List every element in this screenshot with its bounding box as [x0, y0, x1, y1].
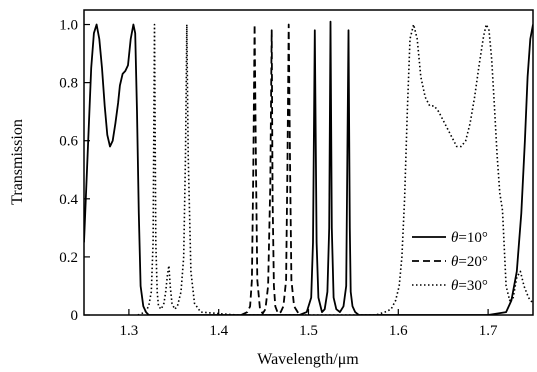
y-tick-label: 0.8 — [59, 76, 78, 92]
x-tick-label: 1.6 — [389, 323, 408, 339]
x-tick-label: 1.3 — [120, 323, 139, 339]
y-tick-label: 1.0 — [59, 18, 78, 34]
y-tick-label: 0.2 — [59, 250, 78, 266]
legend-label-value: =20° — [458, 254, 487, 270]
x-tick-label: 1.5 — [299, 323, 318, 339]
legend-label: θ=30° — [451, 278, 488, 294]
x-axis-ticks: 1.3 1.4 1.5 1.6 1.7 — [120, 309, 498, 339]
y-axis-ticks: 0 0.2 0.4 0.6 0.8 1.0 — [59, 18, 90, 324]
y-axis-title: Transmission — [9, 119, 26, 205]
legend-label-value: =10° — [458, 230, 487, 246]
legend-label-symbol: θ — [451, 254, 459, 270]
legend-label: θ=20° — [451, 254, 488, 270]
series-line-2 — [240, 23, 301, 315]
y-tick-label: 0 — [71, 308, 79, 324]
y-tick-label: 0.4 — [59, 192, 78, 208]
legend-label-symbol: θ — [451, 230, 459, 246]
legend-label: θ=10° — [451, 230, 488, 246]
legend-label-symbol: θ — [451, 278, 459, 294]
series-line-1 — [84, 20, 533, 315]
legend-label-value: =30° — [458, 278, 487, 294]
legend: θ=10°θ=20°θ=30° — [412, 230, 488, 294]
x-tick-label: 1.4 — [209, 323, 228, 339]
x-tick-label: 1.7 — [479, 323, 498, 339]
series-line-3 — [137, 23, 533, 315]
series-layer — [84, 20, 533, 315]
y-tick-label: 0.6 — [59, 134, 78, 150]
x-axis-title: Wavelength/μm — [257, 351, 359, 368]
